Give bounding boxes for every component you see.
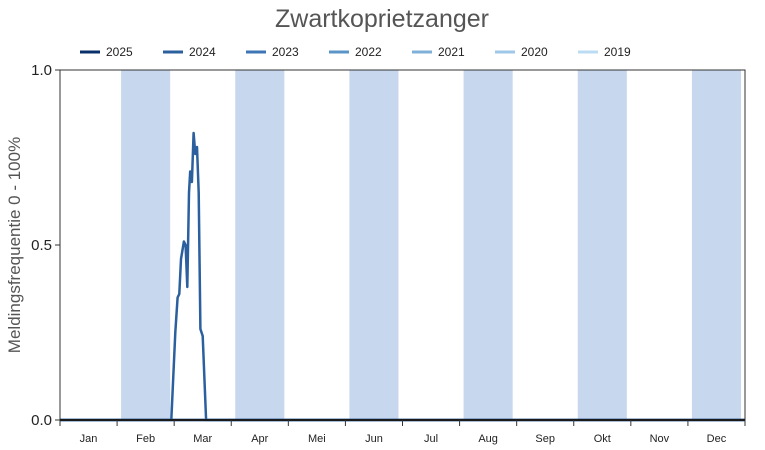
month-band-feb [121,70,171,420]
x-tick-label-aug: Aug [478,433,498,445]
month-band-dec [691,70,741,420]
legend-label-2023: 2023 [272,45,299,59]
chart-title: Zwartkoprietzanger [275,5,489,33]
x-tick-label-jul: Jul [424,433,438,445]
y-tick-label: 0.5 [31,237,52,254]
legend-label-2021: 2021 [438,45,465,59]
x-tick-label-okt: Okt [594,433,611,445]
axes: 0.0 0.5 1.0 Jan Feb Mar Apr Mei Jun Jul Aug Sep Okt N… [31,62,746,445]
legend: 2025 2024 2023 2022 2021 2020 2019 [80,45,631,59]
legend-label-2025: 2025 [106,45,133,59]
month-band-aug [463,70,513,420]
x-tick-label-dec: Dec [707,433,727,445]
legend-label-2020: 2020 [521,45,548,59]
x-tick-label-nov: Nov [650,433,670,445]
month-bands [121,70,741,420]
month-band-jun [349,70,399,420]
y-tick-label: 0.0 [31,412,52,429]
month-band-okt [577,70,627,420]
legend-label-2022: 2022 [355,45,382,59]
x-tick-label-mei: Mei [308,433,326,445]
x-tick-label-feb: Feb [136,433,155,445]
x-tick-label-mar: Mar [193,433,212,445]
y-tick-label: 1.0 [31,62,52,79]
month-band-apr [235,70,285,420]
x-tick-label-jan: Jan [80,433,98,445]
x-tick-label-jun: Jun [365,433,383,445]
y-axis-label: Meldingsfrequentie 0 - 100% [5,137,24,353]
legend-label-2024: 2024 [189,45,216,59]
legend-label-2019: 2019 [604,45,631,59]
x-tick-label-sep: Sep [535,433,555,445]
series-line-2024 [60,131,745,422]
x-tick-label-apr: Apr [251,433,268,445]
